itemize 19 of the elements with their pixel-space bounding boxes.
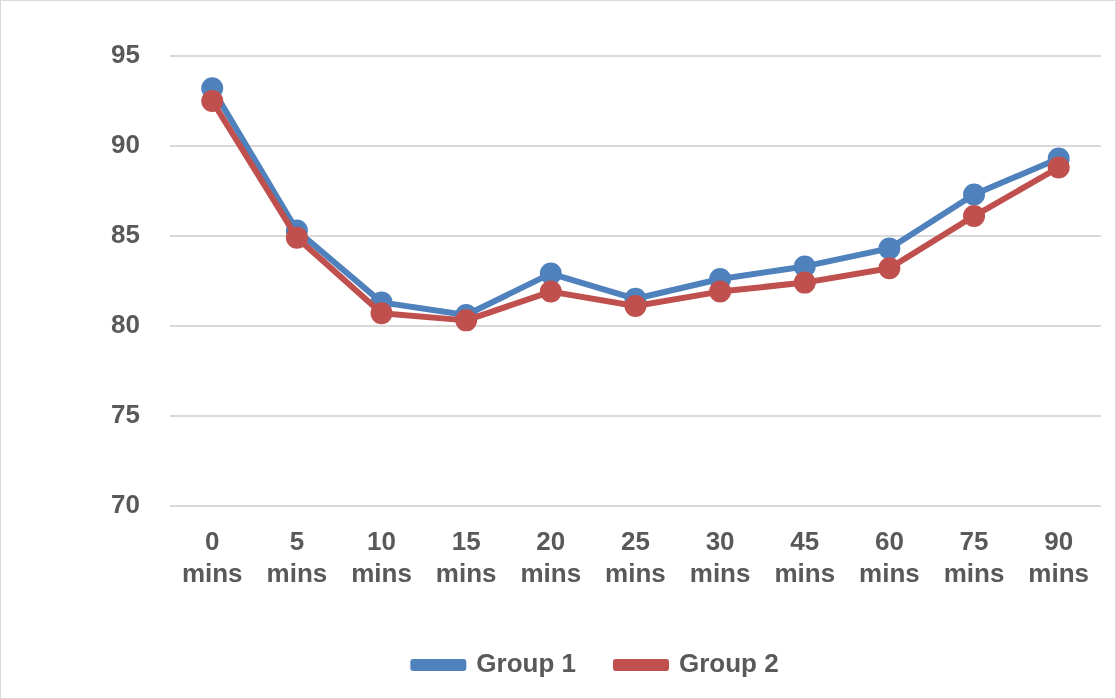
x-tick-label: 30 mins [689, 526, 751, 588]
x-tick-label: 75 mins [943, 526, 1005, 588]
x-tick-label: 20 mins [520, 526, 582, 588]
y-tick-label: 85 [111, 219, 140, 250]
x-tick-label: 5 mins [266, 526, 328, 588]
legend-label: Group 1 [476, 648, 576, 679]
x-tick-label: 90 mins [1028, 526, 1090, 588]
legend-label: Group 2 [679, 648, 779, 679]
y-tick-label: 75 [111, 398, 140, 429]
y-tick-label: 70 [111, 488, 140, 519]
x-tick-label: 15 mins [435, 526, 497, 588]
x-tick-label: 10 mins [351, 526, 412, 588]
y-tick-label: 95 [111, 39, 140, 70]
x-tick-label: 0 mins [181, 526, 243, 588]
x-tick-label: 60 mins [859, 526, 920, 588]
y-tick-label: 90 [111, 129, 140, 160]
y-tick-label: 80 [111, 308, 140, 339]
x-tick-label: 45 mins [774, 526, 836, 588]
x-tick-label: 25 mins [605, 526, 666, 588]
